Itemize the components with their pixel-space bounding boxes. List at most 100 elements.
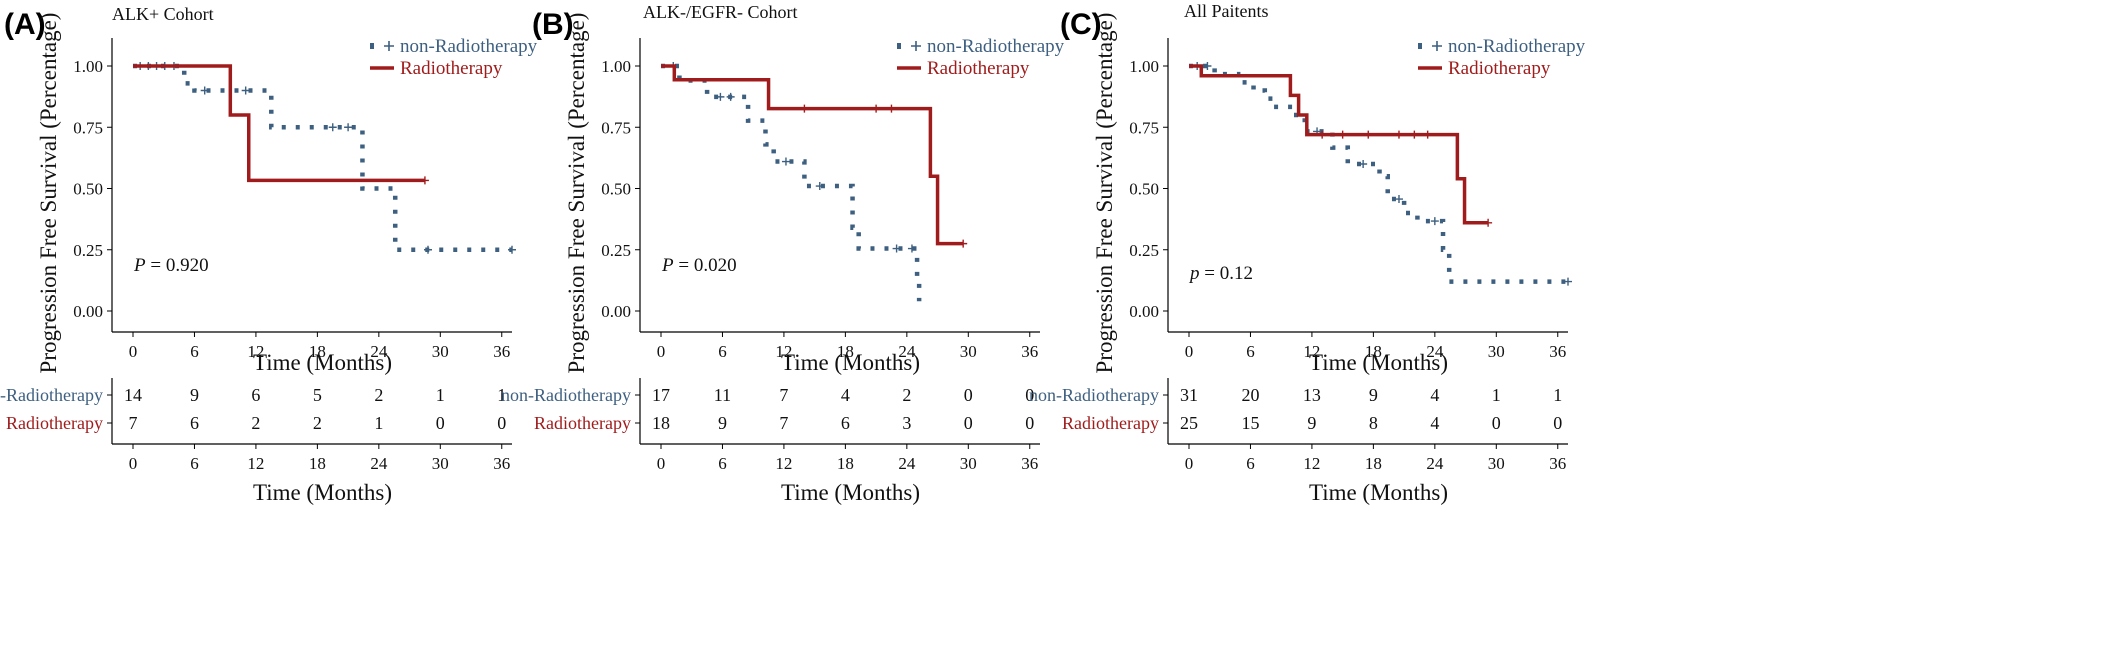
x-tick-label: 36 [1021, 342, 1038, 361]
risk-x-axis-title: Time (Months) [781, 480, 920, 505]
y-tick-label: 0.00 [601, 302, 631, 321]
risk-table: non-Radiotherapy 14 9 6 5 2 1 1 Radiotherapy 7 6 2 2… [0, 378, 512, 505]
risk-x-tick-label: 30 [1488, 454, 1505, 473]
x-tick-label: 18 [309, 342, 326, 361]
risk-x-tick-label: 12 [775, 454, 792, 473]
censor-mark [420, 176, 429, 185]
risk-x-tick-label: 24 [898, 454, 916, 473]
risk-x-tick-label: 18 [309, 454, 326, 473]
censor-mark [200, 86, 209, 95]
risk-count: 2 [902, 385, 911, 405]
y-tick-label: 1.00 [1129, 57, 1159, 76]
risk-count: 17 [652, 385, 670, 405]
risk-count: 9 [190, 385, 199, 405]
y-tick-label: 0.75 [601, 118, 631, 137]
x-tick-label: 36 [493, 342, 510, 361]
y-tick-label: 0.00 [1129, 302, 1159, 321]
risk-x-tick-label: 36 [493, 454, 510, 473]
risk-count: 4 [1430, 385, 1439, 405]
risk-x-tick-label: 24 [370, 454, 388, 473]
risk-count: 0 [497, 413, 506, 433]
risk-count: 0 [436, 413, 445, 433]
legend-label: non-Radiotherapy [927, 36, 1065, 57]
y-tick-label: 0.25 [73, 241, 103, 260]
y-tick-label: 0.25 [1129, 241, 1159, 260]
y-tick-label: 0.50 [1129, 180, 1159, 199]
x-tick-label: 12 [247, 342, 264, 361]
chart-title: ALK+ Cohort [112, 4, 214, 24]
risk-count: 0 [1025, 413, 1034, 433]
censor-mark [344, 123, 353, 132]
censor-mark [892, 244, 901, 253]
panel-label: (C) [1060, 8, 1102, 41]
risk-count: 18 [652, 413, 670, 433]
censor-mark [716, 92, 725, 101]
km-curve-radiotherapy [661, 64, 964, 246]
x-tick-label: 30 [960, 342, 977, 361]
risk-x-axis-title: Time (Months) [1309, 480, 1448, 505]
risk-count: 9 [718, 413, 727, 433]
risk-x-tick-label: 36 [1021, 454, 1038, 473]
legend-swatch-dash [1418, 43, 1422, 49]
km-curve-non-radiotherapy [133, 63, 512, 252]
risk-x-tick-label: 18 [1365, 454, 1382, 473]
y-tick-label: 1.00 [73, 57, 103, 76]
censor-mark [1394, 195, 1403, 204]
censor-mark [800, 104, 809, 113]
censor-mark [1564, 277, 1572, 286]
y-tick-label: 0.00 [73, 302, 103, 321]
legend-swatch-plus [384, 41, 394, 51]
x-tick-label: 24 [898, 342, 916, 361]
risk-count: 4 [1430, 413, 1439, 433]
censor-mark [1423, 130, 1432, 139]
censor-mark [328, 123, 337, 132]
risk-x-tick-label: 6 [1246, 454, 1255, 473]
risk-count: 9 [1369, 385, 1378, 405]
legend-swatch-plus [1432, 41, 1442, 51]
risk-count: 0 [964, 385, 973, 405]
risk-count: 3 [902, 413, 911, 433]
risk-count: 6 [190, 413, 199, 433]
x-tick-label: 36 [1549, 342, 1566, 361]
risk-x-tick-label: 0 [129, 454, 138, 473]
risk-row-label: Radiotherapy [6, 413, 103, 433]
risk-row-label: non-Radiotherapy [0, 385, 103, 405]
risk-x-tick-label: 18 [837, 454, 854, 473]
risk-count: 1 [1553, 385, 1562, 405]
risk-table: non-Radiotherapy 31 20 13 9 4 1 1 Radiotherapy 25… [1029, 378, 1568, 505]
censor-mark [1318, 130, 1327, 139]
risk-count: 14 [124, 385, 142, 405]
p-value: p = 0.12 [1188, 263, 1253, 284]
km-panel-3: (C) All Paitents 0.00 0.25 0.50 0.75 1.00 0 6 12 1… [1029, 1, 1586, 505]
x-axis-title: Time (Months) [1309, 350, 1448, 375]
x-tick-label: 6 [718, 342, 727, 361]
censor-mark [1484, 218, 1493, 227]
km-curve-non-radiotherapy [1189, 63, 1568, 284]
x-tick-label: 0 [657, 342, 666, 361]
y-tick-label: 0.25 [601, 241, 631, 260]
risk-count: 6 [841, 413, 850, 433]
risk-count: 13 [1303, 385, 1321, 405]
legend-swatch-dash [370, 43, 374, 49]
x-tick-label: 24 [1426, 342, 1444, 361]
p-value-text: = 0.920 [146, 255, 209, 276]
censor-mark [815, 182, 824, 191]
km-panel-2: (B) ALK-/EGFR- Cohort 0.00 0.25 0.50 0.75 1.00… [501, 2, 1065, 505]
risk-count: 0 [1025, 385, 1034, 405]
risk-x-tick-label: 6 [718, 454, 727, 473]
risk-count: 2 [251, 413, 260, 433]
risk-x-tick-label: 12 [247, 454, 264, 473]
risk-count: 25 [1180, 413, 1198, 433]
censor-mark [1364, 130, 1373, 139]
censor-mark [1359, 160, 1368, 168]
y-axis-title: Progression Free Survival (Percentage) [564, 13, 589, 374]
censor-mark [872, 104, 881, 113]
censor-mark [959, 239, 968, 248]
risk-table: non-Radiotherapy 17 11 7 4 2 0 0 Radiotherapy 18 9… [501, 378, 1040, 505]
p-value: P = 0.020 [661, 255, 737, 276]
p-value-prefix: P [133, 255, 146, 276]
x-tick-label: 30 [432, 342, 449, 361]
risk-count: 1 [374, 413, 383, 433]
risk-x-tick-label: 0 [657, 454, 666, 473]
